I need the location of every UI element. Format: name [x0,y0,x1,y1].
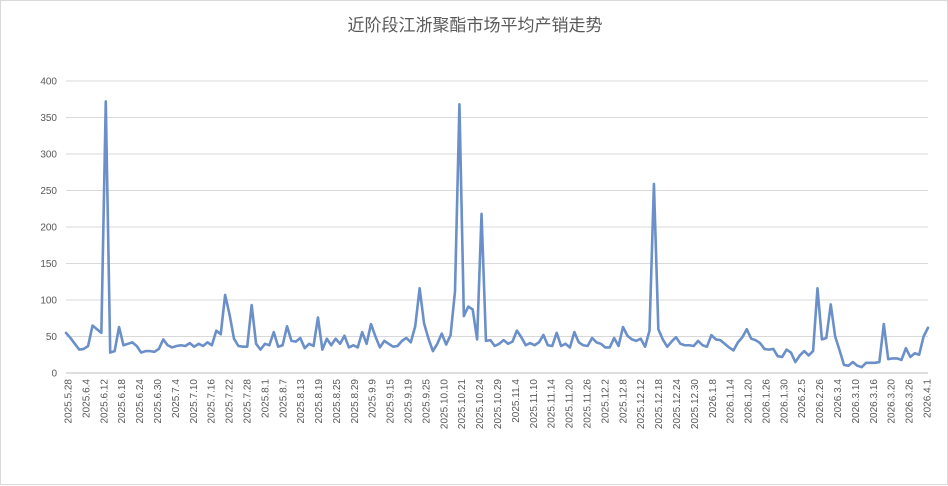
x-tick-label: 2025.12.18 [654,379,665,429]
x-tick-label: 2025.11.26 [582,379,593,429]
x-tick-label: 2025.11.4 [511,379,522,423]
x-tick-label: 2025.6.4 [81,379,92,418]
x-tick-label: 2025.11.10 [529,379,540,429]
x-tick-label: 2025.6.30 [153,379,164,424]
y-tick-label: 250 [40,186,57,197]
x-tick-label: 2025.12.12 [636,379,647,429]
x-tick-label: 2025.12.24 [672,379,683,429]
y-tick-label: 150 [40,259,57,270]
x-tick-label: 2025.6.12 [99,379,110,424]
x-tick-label: 2025.8.13 [296,379,307,424]
x-tick-label: 2025.5.28 [64,379,75,424]
x-tick-label: 2025.9.15 [386,379,397,424]
x-tick-label: 2026.1.26 [761,379,772,424]
x-tick-label: 2025.9.19 [404,379,415,424]
x-tick-label: 2025.7.22 [225,379,236,424]
x-tick-label: 2025.12.30 [690,379,701,429]
y-tick-label: 200 [40,223,57,234]
x-tick-label: 2025.8.7 [278,379,289,418]
y-tick-label: 0 [51,369,57,380]
x-tick-label: 2026.1.14 [726,379,737,424]
y-tick-label: 300 [40,150,57,161]
y-tick-label: 400 [40,77,57,88]
x-tick-label: 2025.6.18 [117,379,128,424]
x-tick-label: 2025.9.25 [421,379,432,424]
x-tick-label: 2025.7.4 [171,379,182,418]
chart-title: 近阶段江浙聚酯市场平均产销走势 [347,16,603,36]
y-tick-label: 350 [40,113,57,124]
x-tick-label: 2026.2.5 [797,379,808,418]
x-tick-label: 2025.8.1 [260,379,271,418]
x-tick-label: 2025.8.25 [332,379,343,424]
x-tick-label: 2025.6.24 [135,379,146,424]
x-tick-label: 2025.11.20 [565,379,576,429]
x-tick-label: 2026.2.26 [815,379,826,424]
x-tick-label: 2025.7.28 [242,379,253,424]
x-tick-label: 2025.10.10 [439,379,450,429]
x-tick-label: 2026.3.26 [905,379,916,424]
x-tick-label: 2025.8.19 [314,379,325,424]
x-tick-label: 2026.4.1 [923,379,934,418]
y-tick-label: 100 [40,296,57,307]
x-tick-label: 2026.1.20 [744,379,755,424]
x-tick-label: 2026.3.16 [869,379,880,424]
x-tick-label: 2025.12.2 [600,379,611,424]
x-tick-label: 2025.10.21 [457,379,468,429]
x-tick-label: 2026.3.20 [887,379,898,424]
x-tick-label: 2025.12.8 [618,379,629,424]
x-tick-label: 2025.10.29 [493,379,504,429]
x-tick-label: 2026.3.10 [851,379,862,424]
series-line-1 [64,100,930,369]
x-tick-label: 2025.9.9 [368,379,379,418]
x-tick-label: 2025.11.14 [547,379,558,429]
x-tick-label: 2025.7.10 [189,379,200,424]
x-tick-label: 2025.7.16 [207,379,218,424]
x-tick-label: 2025.10.24 [475,379,486,429]
x-tick-label: 2025.8.29 [350,379,361,424]
x-tick-label: 2026.1.30 [779,379,790,424]
x-tick-label: 2026.3.4 [833,379,844,418]
x-tick-label: 2026.1.8 [708,379,719,418]
y-tick-label: 50 [46,332,58,343]
